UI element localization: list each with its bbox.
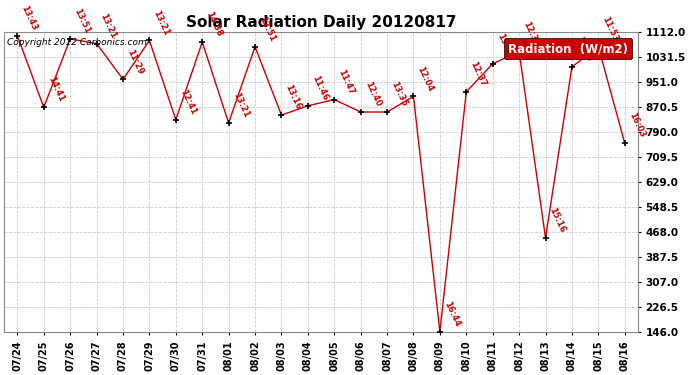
Title: Solar Radiation Daily 20120817: Solar Radiation Daily 20120817 xyxy=(186,15,456,30)
Text: 15:09: 15:09 xyxy=(495,32,514,60)
Text: 13:43: 13:43 xyxy=(19,4,39,32)
Text: 13:35: 13:35 xyxy=(389,80,408,108)
Text: 12:37: 12:37 xyxy=(469,60,488,88)
Text: 14:38: 14:38 xyxy=(204,10,224,38)
Text: 12:51: 12:51 xyxy=(257,15,277,43)
Text: 13:21: 13:21 xyxy=(230,91,250,119)
Text: 13:51: 13:51 xyxy=(72,7,92,35)
Text: 12:40: 12:40 xyxy=(363,80,382,108)
Text: 16:44: 16:44 xyxy=(442,300,462,328)
Text: 13:21: 13:21 xyxy=(152,9,171,37)
Text: 14:41: 14:41 xyxy=(46,75,66,104)
Text: 16:03: 16:03 xyxy=(627,111,647,140)
Text: 13:16: 13:16 xyxy=(284,83,303,111)
Text: 11:53: 11:53 xyxy=(600,15,620,43)
Text: 11:29: 11:29 xyxy=(125,48,145,76)
Text: 11:53: 11:53 xyxy=(574,35,593,63)
Text: 12:41: 12:41 xyxy=(178,88,197,116)
Text: Copyright 2012 Carbonics.com: Copyright 2012 Carbonics.com xyxy=(8,38,147,47)
Text: 15:16: 15:16 xyxy=(548,206,567,234)
Legend: Radiation  (W/m2): Radiation (W/m2) xyxy=(504,38,632,59)
Text: 12:04: 12:04 xyxy=(415,64,435,93)
Text: 13:21: 13:21 xyxy=(99,12,118,40)
Text: 12:36: 12:36 xyxy=(521,20,541,48)
Text: 11:46: 11:46 xyxy=(310,74,330,102)
Text: 11:47: 11:47 xyxy=(336,68,356,96)
